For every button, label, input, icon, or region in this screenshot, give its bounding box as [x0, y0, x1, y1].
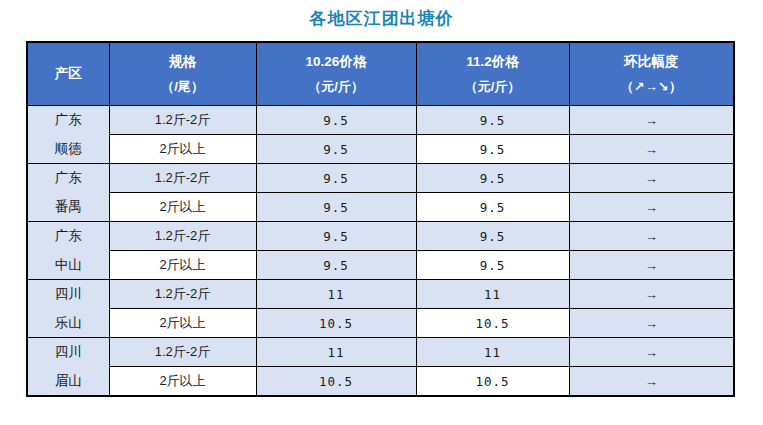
- area-province: 四川: [28, 280, 109, 309]
- price-112-cell: 10.5: [416, 309, 569, 338]
- table-row: 四川 眉山 1.2斤-2斤 11 11 →: [27, 338, 734, 367]
- header-area: 产区: [27, 42, 109, 106]
- spec-cell: 2斤以上: [109, 309, 256, 338]
- table-row: 2斤以上 10.5 10.5 →: [27, 367, 734, 396]
- header-spec: 规格 （/尾）: [109, 42, 256, 106]
- header-trend: 环比幅度 （↗→↘）: [569, 42, 734, 106]
- price-table: 产区 规格 （/尾） 10.26价格 （元/斤） 11.2价格 （元/斤） 环比…: [26, 41, 735, 397]
- header-price-112: 11.2价格 （元/斤）: [416, 42, 569, 106]
- spec-cell: 1.2斤-2斤: [109, 164, 256, 193]
- price-1026-cell: 9.5: [256, 135, 416, 164]
- spec-cell: 1.2斤-2斤: [109, 222, 256, 251]
- page-title: 各地区江团出塘价: [0, 7, 763, 30]
- price-1026-cell: 11: [256, 338, 416, 367]
- price-1026-cell: 10.5: [256, 367, 416, 396]
- spec-cell: 2斤以上: [109, 193, 256, 222]
- header-price-1026-unit: （元/斤）: [257, 80, 416, 93]
- price-1026-cell: 9.5: [256, 193, 416, 222]
- area-city: 眉山: [28, 367, 109, 396]
- header-price-112-unit: （元/斤）: [417, 80, 569, 93]
- price-112-cell: 10.5: [416, 367, 569, 396]
- price-112-cell: 9.5: [416, 222, 569, 251]
- header-trend-label: 环比幅度: [570, 55, 734, 69]
- trend-cell: →: [569, 251, 734, 280]
- table-row: 广东 番禺 1.2斤-2斤 9.5 9.5 →: [27, 164, 734, 193]
- price-1026-cell: 9.5: [256, 251, 416, 280]
- trend-cell: →: [569, 164, 734, 193]
- area-cell: 四川 乐山: [27, 280, 109, 338]
- trend-cell: →: [569, 222, 734, 251]
- table-row: 广东 中山 1.2斤-2斤 9.5 9.5 →: [27, 222, 734, 251]
- spec-cell: 1.2斤-2斤: [109, 106, 256, 135]
- price-112-cell: 9.5: [416, 193, 569, 222]
- trend-cell: →: [569, 367, 734, 396]
- header-area-label: 产区: [28, 67, 109, 81]
- price-1026-cell: 9.5: [256, 164, 416, 193]
- table-row: 2斤以上 10.5 10.5 →: [27, 309, 734, 338]
- header-row: 产区 规格 （/尾） 10.26价格 （元/斤） 11.2价格 （元/斤） 环比…: [27, 42, 734, 106]
- area-province: 四川: [28, 338, 109, 367]
- area-city: 番禺: [28, 193, 109, 222]
- spec-cell: 2斤以上: [109, 251, 256, 280]
- area-city: 顺德: [28, 135, 109, 164]
- trend-cell: →: [569, 135, 734, 164]
- trend-cell: →: [569, 193, 734, 222]
- price-1026-cell: 9.5: [256, 222, 416, 251]
- header-price-112-label: 11.2价格: [417, 55, 569, 69]
- trend-cell: →: [569, 106, 734, 135]
- header-spec-unit: （/尾）: [110, 80, 256, 93]
- spec-cell: 2斤以上: [109, 367, 256, 396]
- price-112-cell: 9.5: [416, 251, 569, 280]
- table-row: 2斤以上 9.5 9.5 →: [27, 135, 734, 164]
- price-112-cell: 11: [416, 338, 569, 367]
- header-spec-label: 规格: [110, 55, 256, 69]
- price-112-cell: 9.5: [416, 106, 569, 135]
- area-cell: 广东 番禺: [27, 164, 109, 222]
- trend-cell: →: [569, 280, 734, 309]
- table-row: 四川 乐山 1.2斤-2斤 11 11 →: [27, 280, 734, 309]
- price-1026-cell: 10.5: [256, 309, 416, 338]
- area-province: 广东: [28, 222, 109, 251]
- table-row: 广东 顺德 1.2斤-2斤 9.5 9.5 →: [27, 106, 734, 135]
- area-cell: 广东 顺德: [27, 106, 109, 164]
- price-112-cell: 9.5: [416, 135, 569, 164]
- table-row: 2斤以上 9.5 9.5 →: [27, 193, 734, 222]
- area-city: 乐山: [28, 309, 109, 338]
- page: 各地区江团出塘价 产区 规格 （/尾） 10.26价格 （元/斤） 11.2价格: [0, 0, 763, 425]
- price-1026-cell: 11: [256, 280, 416, 309]
- spec-cell: 1.2斤-2斤: [109, 280, 256, 309]
- area-city: 中山: [28, 251, 109, 280]
- spec-cell: 2斤以上: [109, 135, 256, 164]
- spec-cell: 1.2斤-2斤: [109, 338, 256, 367]
- header-price-1026-label: 10.26价格: [257, 55, 416, 69]
- area-province: 广东: [28, 164, 109, 193]
- table-row: 2斤以上 9.5 9.5 →: [27, 251, 734, 280]
- area-cell: 四川 眉山: [27, 338, 109, 397]
- price-112-cell: 11: [416, 280, 569, 309]
- header-trend-arrows: （↗→↘）: [570, 80, 734, 93]
- price-112-cell: 9.5: [416, 164, 569, 193]
- price-1026-cell: 9.5: [256, 106, 416, 135]
- area-province: 广东: [28, 106, 109, 135]
- area-cell: 广东 中山: [27, 222, 109, 280]
- header-price-1026: 10.26价格 （元/斤）: [256, 42, 416, 106]
- trend-cell: →: [569, 309, 734, 338]
- trend-cell: →: [569, 338, 734, 367]
